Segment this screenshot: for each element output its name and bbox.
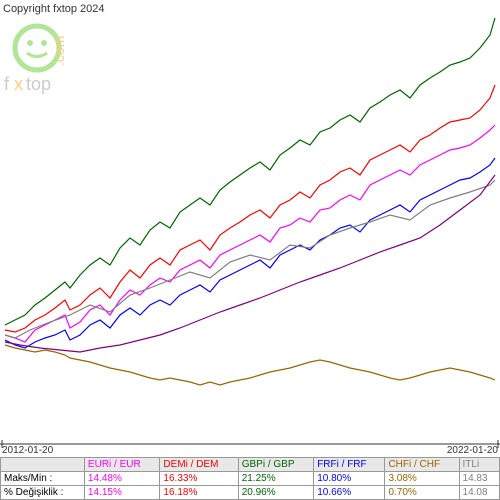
legend-col-header: FRFi / FRF: [314, 458, 385, 472]
svg-text:top: top: [26, 74, 51, 94]
row-value: 3.08%: [385, 472, 459, 486]
svg-text:f: f: [4, 74, 10, 94]
row-value: 20.96%: [238, 486, 314, 500]
row-value: 0.70%: [385, 486, 459, 500]
legend-col-header: DEMi / DEM: [160, 458, 238, 472]
legend-col-header: EURi / EUR: [84, 458, 160, 472]
legend-table: EURi / EURDEMi / DEMGBPi / GBPFRFi / FRF…: [0, 457, 500, 500]
svg-text:.com: .com: [51, 36, 67, 66]
row-label: Maks/Min :: [1, 472, 85, 486]
chart-area: Copyright fxtop 2024 .com f x top 2012-0…: [0, 0, 500, 456]
fxtop-logo: .com f x top: [2, 18, 92, 108]
legend-col-header: CHFi / CHF: [385, 458, 459, 472]
svg-text:x: x: [14, 74, 23, 94]
row-label: % Değişiklik :: [1, 486, 85, 500]
row-value: 21.25%: [238, 472, 314, 486]
x-axis-end: 2022-01-20: [447, 445, 498, 456]
row-value: 16.18%: [160, 486, 238, 500]
row-value: 14.83: [459, 472, 499, 486]
legend-col-header: [1, 458, 85, 472]
row-value: 14.08: [459, 486, 499, 500]
row-value: 14.48%: [84, 472, 160, 486]
x-axis-start: 2012-01-20: [2, 445, 53, 456]
row-value: 10.66%: [314, 486, 385, 500]
legend-col-header: ITLi: [459, 458, 499, 472]
copyright-text: Copyright fxtop 2024: [3, 3, 105, 15]
row-value: 14.15%: [84, 486, 160, 500]
row-value: 16.33%: [160, 472, 238, 486]
legend-col-header: GBPi / GBP: [238, 458, 314, 472]
row-value: 10.80%: [314, 472, 385, 486]
